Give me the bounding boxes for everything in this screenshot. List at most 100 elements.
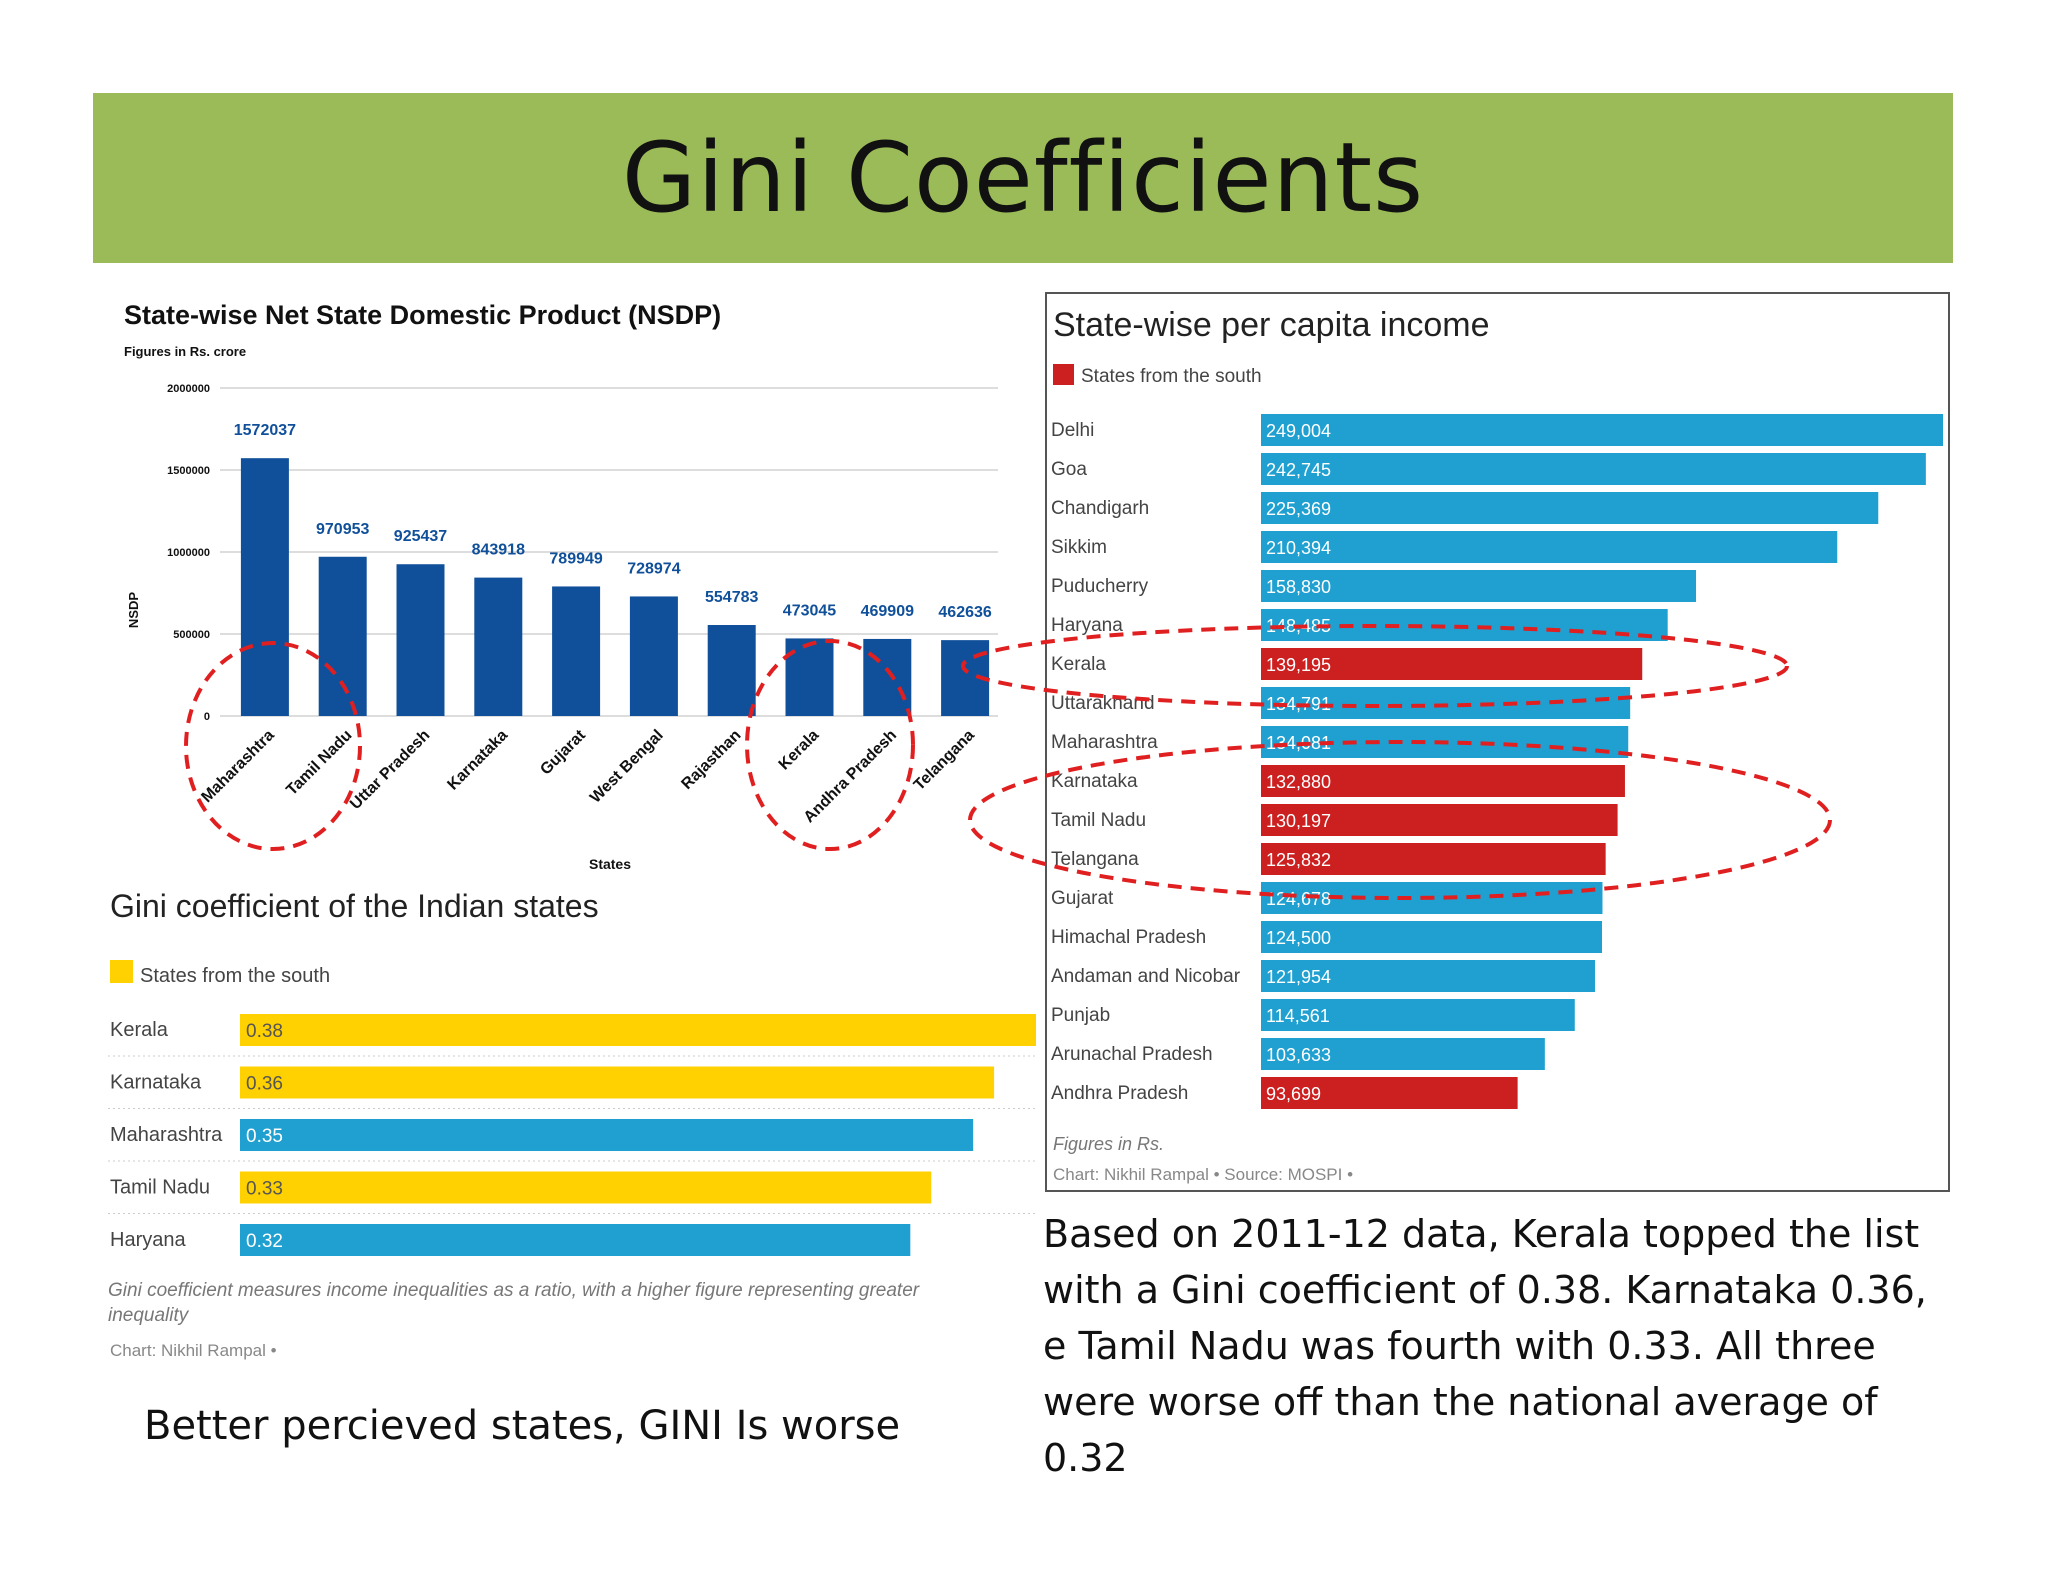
nsdp-value-label: 1572037 xyxy=(234,422,296,439)
nsdp-value-label: 925437 xyxy=(394,528,447,545)
nsdp-ytick-label: 1000000 xyxy=(167,547,210,559)
nsdp-ytick-label: 1500000 xyxy=(167,465,210,477)
nsdp-bar-chart: State-wise Net State Domestic Product (N… xyxy=(124,300,998,872)
nsdp-category-label: West Bengal xyxy=(587,727,667,807)
gini-legend-swatch xyxy=(110,960,133,983)
pci-category-label: Punjab xyxy=(1051,1005,1110,1026)
nsdp-bar xyxy=(396,564,445,716)
pci-value-label: 249,004 xyxy=(1266,421,1331,441)
pci-bar xyxy=(1261,570,1697,602)
nsdp-value-label: 554783 xyxy=(705,589,758,606)
pci-value-label: 225,369 xyxy=(1266,499,1331,519)
pci-category-label: Himachal Pradesh xyxy=(1051,927,1206,948)
gini-value-label: 0.35 xyxy=(246,1126,283,1147)
nsdp-value-label: 462636 xyxy=(938,604,991,621)
gini-category-label: Tamil Nadu xyxy=(110,1177,210,1199)
nsdp-bar xyxy=(552,586,601,716)
gini-note: Gini coefficient measures income inequal… xyxy=(108,1280,920,1326)
caption-right: Based on 2011-12 data, Kerala topped the… xyxy=(1043,1212,1927,1480)
pci-category-label: Kerala xyxy=(1051,654,1106,675)
nsdp-bar xyxy=(785,638,834,716)
nsdp-bar xyxy=(240,458,289,716)
nsdp-ylabel: NSDP xyxy=(126,592,141,628)
gini-credit: Chart: Nikhil Rampal • xyxy=(110,1341,277,1360)
gini-value-label: 0.33 xyxy=(246,1179,283,1200)
pci-value-label: 132,880 xyxy=(1266,772,1331,792)
pci-bar xyxy=(1261,453,1926,485)
gini-category-label: Kerala xyxy=(110,1019,169,1041)
pci-category-label: Andaman and Nicobar xyxy=(1051,966,1241,987)
pci-bar xyxy=(1261,1038,1545,1070)
pci-credit: Chart: Nikhil Rampal • Source: MOSPI • xyxy=(1053,1165,1353,1184)
pci-legend-label: States from the south xyxy=(1081,366,1262,387)
nsdp-category-label: Tamil Nadu xyxy=(283,727,355,799)
pci-value-label: 124,500 xyxy=(1266,928,1331,948)
pci-bar xyxy=(1261,414,1943,446)
nsdp-bar xyxy=(318,556,367,716)
gini-chart-block: Gini coefficient of the Indian states St… xyxy=(108,888,1048,1370)
pci-value-label: 210,394 xyxy=(1266,538,1331,558)
pci-category-label: Puducherry xyxy=(1051,576,1149,597)
nsdp-bar xyxy=(474,577,523,716)
nsdp-title: State-wise Net State Domestic Product (N… xyxy=(124,300,721,330)
nsdp-category-label: Maharashtra xyxy=(198,727,277,806)
pci-footnote: Figures in Rs. xyxy=(1053,1134,1164,1154)
gini-bar xyxy=(240,1171,932,1204)
nsdp-value-label: 469909 xyxy=(861,603,914,620)
gini-bar-chart: Gini coefficient of the Indian states St… xyxy=(108,888,1038,1360)
pci-category-label: Karnataka xyxy=(1051,771,1138,792)
pci-value-label: 124,678 xyxy=(1266,889,1331,909)
gini-bar xyxy=(240,1224,911,1256)
pci-category-label: Telangana xyxy=(1051,849,1139,870)
nsdp-ytick-label: 500000 xyxy=(173,629,210,641)
gini-legend-label: States from the south xyxy=(140,965,330,987)
pci-value-label: 103,633 xyxy=(1266,1045,1331,1065)
gini-bar xyxy=(240,1119,974,1151)
nsdp-value-label: 970953 xyxy=(316,521,369,538)
pci-value-label: 93,699 xyxy=(1266,1084,1321,1104)
pci-value-label: 114,561 xyxy=(1266,1006,1330,1026)
gini-bar xyxy=(240,1014,1036,1046)
gini-value-label: 0.38 xyxy=(246,1021,283,1042)
gini-category-label: Maharashtra xyxy=(110,1124,223,1146)
nsdp-category-label: Gujarat xyxy=(537,726,589,778)
pci-bar xyxy=(1261,921,1602,953)
pci-category-label: Maharashtra xyxy=(1051,732,1158,753)
nsdp-ytick-label: 0 xyxy=(204,711,210,723)
nsdp-bar xyxy=(941,640,990,716)
nsdp-bar xyxy=(629,596,678,716)
pci-category-label: Andhra Pradesh xyxy=(1051,1083,1188,1104)
slide-title: Gini Coefficients xyxy=(621,122,1425,234)
pci-category-label: Arunachal Pradesh xyxy=(1051,1044,1213,1065)
nsdp-subtitle: Figures in Rs. crore xyxy=(124,344,246,359)
pci-bar xyxy=(1261,1077,1518,1109)
nsdp-bar xyxy=(863,638,912,716)
nsdp-category-label: Telangana xyxy=(911,727,978,794)
gini-value-label: 0.36 xyxy=(246,1074,283,1095)
gini-title: Gini coefficient of the Indian states xyxy=(110,890,599,924)
pci-bar-chart: State-wise per capita income States from… xyxy=(1051,306,1943,1184)
pci-chart-frame: State-wise per capita income States from… xyxy=(1045,292,1950,1192)
pci-legend-swatch xyxy=(1053,364,1074,385)
pci-title: State-wise per capita income xyxy=(1053,306,1490,344)
nsdp-value-label: 728974 xyxy=(627,560,680,577)
pci-bar xyxy=(1261,999,1575,1031)
pci-value-label: 121,954 xyxy=(1266,967,1331,987)
pci-category-label: Haryana xyxy=(1051,615,1123,636)
pci-category-label: Goa xyxy=(1051,459,1087,480)
pci-value-label: 134,081 xyxy=(1266,733,1331,753)
gini-bar xyxy=(240,1066,995,1099)
nsdp-bar xyxy=(707,625,756,716)
pci-value-label: 130,197 xyxy=(1266,811,1331,831)
pci-value-label: 242,745 xyxy=(1266,460,1331,480)
pci-value-label: 125,832 xyxy=(1266,850,1331,870)
pci-value-label: 134,791 xyxy=(1266,694,1331,714)
nsdp-value-label: 843918 xyxy=(472,542,525,559)
pci-bar xyxy=(1261,492,1879,524)
pci-category-label: Tamil Nadu xyxy=(1051,810,1146,831)
nsdp-category-label: Karnataka xyxy=(444,727,511,794)
pci-value-label: 139,195 xyxy=(1266,655,1331,675)
pci-category-label: Uttarakhand xyxy=(1051,693,1155,714)
gini-value-label: 0.32 xyxy=(246,1231,283,1252)
pci-bar xyxy=(1261,531,1838,563)
